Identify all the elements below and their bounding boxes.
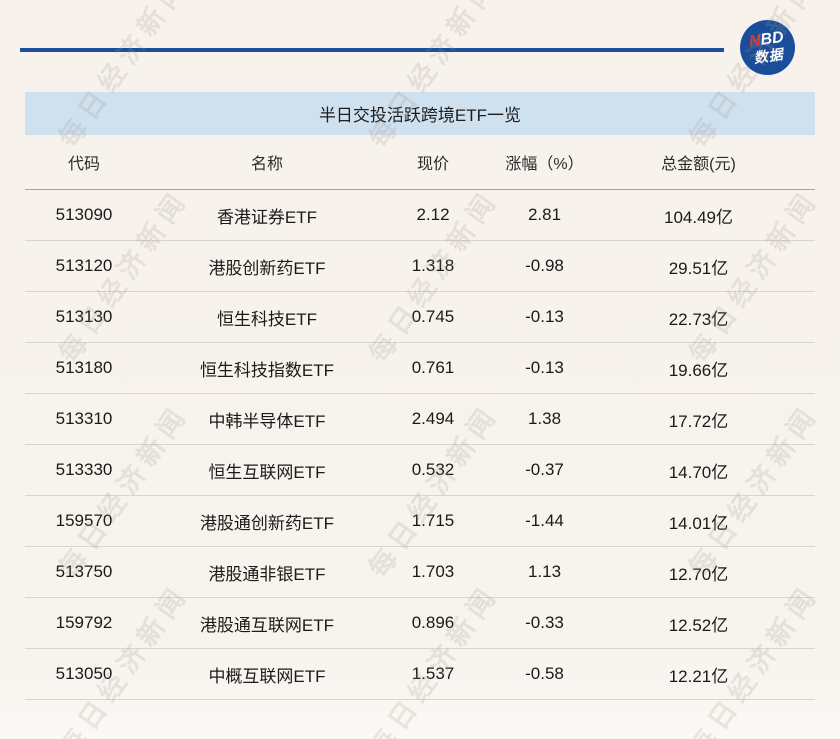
nbd-logo-subtext: 数据	[752, 45, 785, 66]
cell-amount: 104.49亿	[664, 207, 733, 227]
column-header-name: 名称	[250, 156, 283, 173]
column-header-amount: 总金额(元)	[661, 156, 736, 173]
header-rule	[20, 48, 724, 52]
cell-change: 1.13	[527, 562, 562, 581]
table-body: 513090 香港证券ETF 2.12 2.81 104.49亿 513120 …	[25, 190, 815, 700]
cell-amount: 14.01亿	[668, 513, 729, 533]
cell-amount: 12.21亿	[668, 666, 729, 686]
column-header-price: 现价	[416, 156, 449, 173]
cell-amount: 22.73亿	[668, 309, 729, 329]
cell-price: 1.703	[411, 562, 455, 581]
cell-amount: 29.51亿	[668, 258, 729, 278]
cell-code: 513050	[55, 664, 113, 683]
cell-change: -1.44	[525, 511, 564, 530]
cell-price: 0.532	[411, 460, 455, 479]
cell-code: 159792	[55, 613, 113, 632]
cell-code: 159570	[55, 511, 113, 530]
cell-change: -0.13	[525, 307, 564, 326]
cell-change: -0.98	[525, 256, 564, 275]
etf-table: 半日交投活跃跨境ETF一览 代码 名称 现价 涨幅（%） 总金额(元) 5130…	[25, 92, 815, 700]
cell-change: 1.38	[527, 409, 562, 428]
column-header-change: 涨幅（%）	[505, 156, 584, 173]
table-header-row: 代码 名称 现价 涨幅（%） 总金额(元)	[25, 135, 815, 190]
table-row: 159570 港股通创新药ETF 1.715 -1.44 14.01亿	[25, 496, 815, 547]
table-row: 159792 港股通互联网ETF 0.896 -0.33 12.52亿	[25, 598, 815, 649]
cell-change: -0.13	[525, 358, 564, 377]
cell-amount: 19.66亿	[668, 360, 729, 380]
cell-change: -0.33	[525, 613, 564, 632]
cell-amount: 12.52亿	[668, 615, 729, 635]
table-row: 513310 中韩半导体ETF 2.494 1.38 17.72亿	[25, 394, 815, 445]
cell-name: 恒生互联网ETF	[208, 462, 326, 482]
cell-code: 513090	[55, 205, 113, 224]
column-header-code: 代码	[67, 156, 100, 173]
table-row: 513130 恒生科技ETF 0.745 -0.13 22.73亿	[25, 292, 815, 343]
cell-code: 513130	[55, 307, 113, 326]
cell-name: 港股通非银ETF	[208, 564, 326, 584]
cell-name: 中概互联网ETF	[208, 666, 326, 686]
cell-code: 513750	[55, 562, 113, 581]
table-row: 513180 恒生科技指数ETF 0.761 -0.13 19.66亿	[25, 343, 815, 394]
cell-code: 513310	[55, 409, 113, 428]
cell-price: 1.537	[411, 664, 455, 683]
cell-name: 中韩半导体ETF	[208, 411, 326, 431]
cell-price: 2.494	[411, 409, 455, 428]
table-title: 半日交投活跃跨境ETF一览	[25, 92, 815, 135]
cell-name: 港股通互联网ETF	[199, 615, 335, 635]
cell-price: 1.318	[411, 256, 455, 275]
table-row: 513330 恒生互联网ETF 0.532 -0.37 14.70亿	[25, 445, 815, 496]
cell-name: 港股创新药ETF	[208, 258, 326, 278]
cell-amount: 12.70亿	[668, 564, 729, 584]
cell-code: 513120	[55, 256, 113, 275]
table-row: 513750 港股通非银ETF 1.703 1.13 12.70亿	[25, 547, 815, 598]
cell-price: 1.715	[411, 511, 455, 530]
cell-price: 0.745	[411, 307, 455, 326]
table-row: 513050 中概互联网ETF 1.537 -0.58 12.21亿	[25, 649, 815, 700]
cell-price: 2.12	[416, 205, 450, 224]
cell-name: 港股通创新药ETF	[199, 513, 335, 533]
cell-name: 香港证券ETF	[216, 207, 318, 227]
cell-change: -0.58	[525, 664, 564, 683]
cell-amount: 14.70亿	[668, 462, 729, 482]
cell-price: 0.896	[411, 613, 455, 632]
cell-change: 2.81	[527, 205, 562, 224]
cell-code: 513180	[55, 358, 113, 377]
cell-change: -0.37	[525, 460, 564, 479]
table-row: 513090 香港证券ETF 2.12 2.81 104.49亿	[25, 190, 815, 241]
nbd-logo: NBD 数据	[736, 16, 799, 79]
cell-price: 0.761	[411, 358, 455, 377]
cell-name: 恒生科技指数ETF	[199, 360, 335, 380]
cell-amount: 17.72亿	[668, 411, 729, 431]
cell-code: 513330	[55, 460, 113, 479]
cell-name: 恒生科技ETF	[216, 309, 318, 329]
table-row: 513120 港股创新药ETF 1.318 -0.98 29.51亿	[25, 241, 815, 292]
